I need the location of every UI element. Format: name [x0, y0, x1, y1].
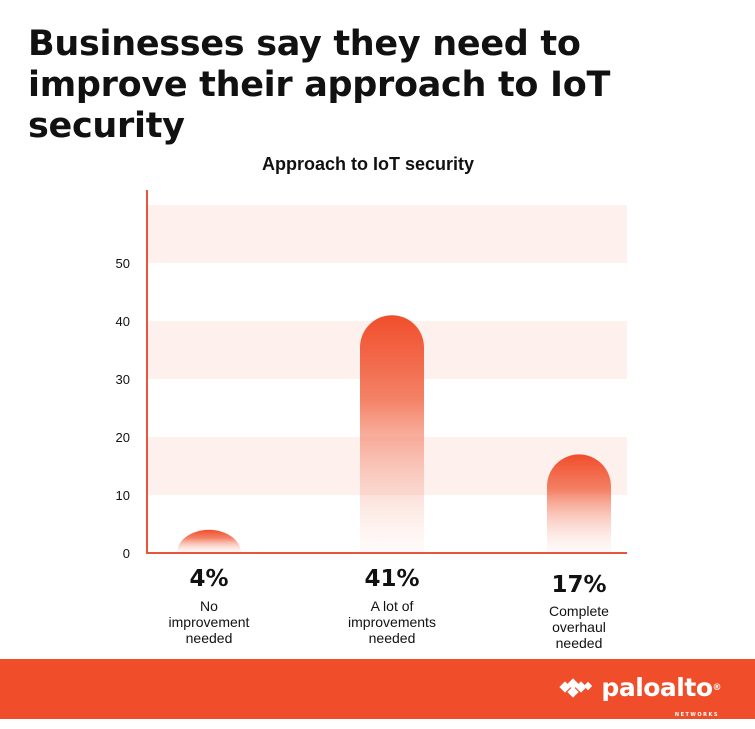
value-label: 4%: [189, 566, 229, 592]
y-tick-label: 30: [116, 372, 130, 387]
brand-logo[interactable]: paloalto® NETWORKS: [559, 673, 722, 719]
category-label: Complete overhaul needed: [549, 603, 609, 651]
grid-band: [147, 205, 627, 263]
bar: [360, 315, 424, 553]
value-label: 41%: [364, 566, 420, 592]
paloalto-logo-icon: [559, 678, 593, 698]
y-tick-label: 40: [116, 314, 130, 329]
bar: [177, 529, 241, 553]
headline: Businesses say they need to improve thei…: [28, 24, 611, 146]
y-tick-label: 20: [116, 430, 130, 445]
brand-wordmark: paloalto® NETWORKS: [601, 673, 722, 719]
bar: [547, 454, 611, 553]
chart-title: Approach to IoT security: [262, 154, 475, 174]
value-label: 17%: [551, 572, 607, 598]
category-label: No improvement needed: [168, 598, 250, 646]
category-label: A lot of improvements needed: [348, 598, 436, 646]
footer-bar: paloalto® NETWORKS: [0, 659, 755, 719]
brand-subtext: NETWORKS: [674, 712, 719, 718]
y-tick-label: 10: [116, 488, 130, 503]
registered-mark: ®: [712, 683, 722, 693]
y-tick-label: 0: [123, 546, 130, 561]
y-tick-label: 50: [116, 256, 130, 271]
brand-name: paloalto: [601, 673, 713, 702]
